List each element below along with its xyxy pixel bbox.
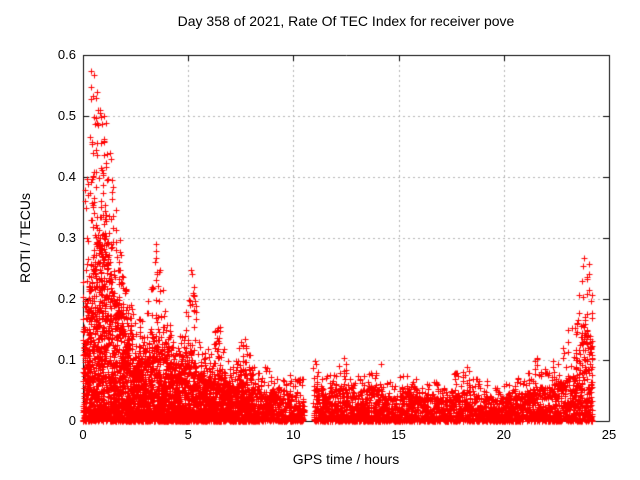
y-tick-label: 0 (68, 413, 76, 428)
y-tick-label: 0.6 (57, 47, 76, 62)
chart-title: Day 358 of 2021, Rate Of TEC Index for r… (177, 13, 515, 29)
x-tick-label: 5 (184, 427, 192, 442)
y-tick-label: 0.5 (57, 108, 76, 123)
x-tick-label: 15 (391, 427, 406, 442)
x-tick-label: 10 (286, 427, 301, 442)
y-tick-label: 0.1 (57, 352, 76, 367)
y-tick-label: 0.3 (57, 230, 76, 245)
x-tick-label: 0 (79, 427, 87, 442)
y-tick-label: 0.4 (57, 169, 76, 184)
x-axis-label: GPS time / hours (292, 451, 400, 467)
x-tick-label: 20 (496, 427, 512, 442)
x-tick-label: 25 (601, 427, 617, 442)
y-tick-label: 0.2 (57, 291, 76, 306)
